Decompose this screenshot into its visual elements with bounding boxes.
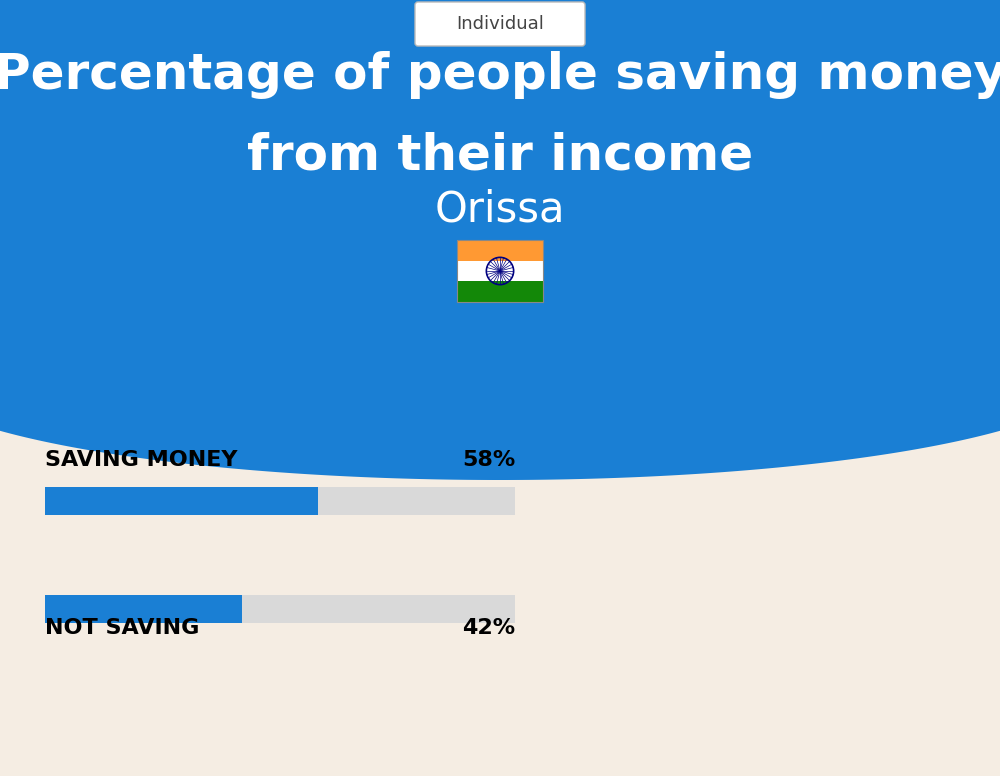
FancyBboxPatch shape — [415, 2, 585, 46]
Bar — [45, 595, 515, 623]
Text: Percentage of people saving money: Percentage of people saving money — [0, 51, 1000, 99]
Text: Orissa: Orissa — [435, 189, 565, 231]
Text: SAVING MONEY: SAVING MONEY — [45, 450, 238, 470]
Text: from their income: from their income — [247, 131, 753, 179]
Text: NOT SAVING: NOT SAVING — [45, 618, 199, 638]
Bar — [45, 487, 318, 515]
Bar — [45, 487, 515, 515]
Bar — [457, 240, 543, 261]
Bar — [457, 261, 543, 282]
Bar — [457, 240, 543, 302]
Polygon shape — [0, 0, 1000, 480]
Bar — [457, 282, 543, 302]
Bar — [45, 595, 242, 623]
Text: Individual: Individual — [456, 15, 544, 33]
Text: 58%: 58% — [462, 450, 515, 470]
Text: 42%: 42% — [462, 618, 515, 638]
